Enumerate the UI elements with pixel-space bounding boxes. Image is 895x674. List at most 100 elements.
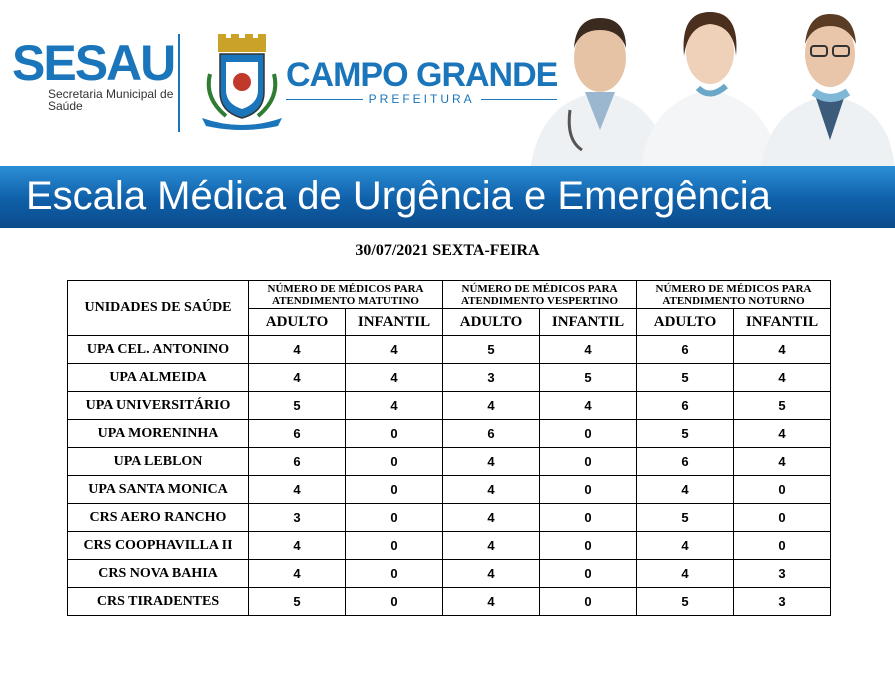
value-cell: 0: [538, 559, 638, 588]
value-cell: 0: [538, 447, 638, 476]
value-cell: 4: [248, 335, 346, 364]
subheader-cell: ADULTO: [442, 308, 540, 336]
unit-name-cell: UPA SANTA MONICA: [67, 475, 249, 504]
value-cell: 5: [442, 335, 540, 364]
value-cell: 4: [636, 475, 735, 504]
subheader-cell: ADULTO: [636, 308, 735, 336]
sesau-logo-subtitle: Secretaria Municipal de Saúde: [48, 87, 174, 113]
sesau-logo: SESAU Secretaria Municipal de Saúde: [12, 38, 188, 112]
value-cell: 4: [733, 419, 832, 448]
unit-name-cell: CRS COOPHAVILLA II: [67, 531, 249, 560]
value-cell: 0: [538, 475, 638, 504]
unit-name-cell: CRS AERO RANCHO: [67, 503, 249, 532]
value-cell: 5: [636, 419, 735, 448]
subheader-cell: INFANTIL: [538, 308, 638, 336]
value-cell: 3: [733, 559, 832, 588]
campo-grande-logo-word: CAMPO GRANDE: [286, 56, 558, 94]
value-cell: 0: [538, 587, 638, 616]
page-header: SESAU Secretaria Municipal de Saúde CAMP…: [0, 0, 895, 232]
banner-title: Escala Médica de Urgência e Emergência: [26, 174, 771, 218]
unit-name-cell: UPA ALMEIDA: [67, 363, 249, 392]
campo-grande-logo-subtitle: PREFEITURA: [368, 92, 475, 106]
value-cell: 6: [248, 419, 346, 448]
table-row: UPA MORENINHA 6 0 6 0 5 4: [67, 419, 832, 448]
value-cell: 6: [442, 419, 540, 448]
table-row: UPA ALMEIDA 4 4 3 5 5 4: [67, 363, 832, 392]
value-cell: 6: [636, 391, 735, 420]
logo-rule-left: [286, 98, 363, 100]
table-subheader-row: ADULTO INFANTIL ADULTO INFANTIL ADULTO I…: [68, 308, 832, 336]
value-cell: 0: [345, 475, 443, 504]
group-header-night: NÚMERO DE MÉDICOS PARA ATENDIMENTO NOTUR…: [636, 280, 832, 309]
units-column-header: UNIDADES DE SAÚDE: [67, 280, 249, 336]
value-cell: 0: [538, 503, 638, 532]
value-cell: 5: [636, 503, 735, 532]
value-cell: 0: [538, 531, 638, 560]
unit-name-cell: CRS TIRADENTES: [67, 587, 249, 616]
value-cell: 0: [345, 559, 443, 588]
value-cell: 4: [442, 475, 540, 504]
unit-name-cell: UPA MORENINHA: [67, 419, 249, 448]
value-cell: 4: [733, 447, 832, 476]
value-cell: 0: [733, 475, 832, 504]
value-cell: 5: [538, 363, 638, 392]
schedule-table: UNIDADES DE SAÚDE NÚMERO DE MÉDICOS PARA…: [67, 280, 832, 616]
table-row: CRS COOPHAVILLA II 4 0 4 0 4 0: [67, 531, 832, 560]
subheader-cell: INFANTIL: [733, 308, 832, 336]
value-cell: 5: [636, 363, 735, 392]
value-cell: 4: [538, 335, 638, 364]
value-cell: 4: [248, 531, 346, 560]
value-cell: 4: [345, 391, 443, 420]
unit-name-cell: UPA LEBLON: [67, 447, 249, 476]
schedule-date: 30/07/2021 SEXTA-FEIRA: [355, 242, 540, 259]
table-header-row: UNIDADES DE SAÚDE NÚMERO DE MÉDICOS PARA…: [67, 280, 832, 336]
group-header-afternoon: NÚMERO DE MÉDICOS PARA ATENDIMENTO VESPE…: [441, 280, 638, 309]
value-cell: 4: [345, 363, 443, 392]
value-cell: 4: [442, 531, 540, 560]
value-cell: 4: [636, 559, 735, 588]
value-cell: 4: [248, 475, 346, 504]
value-cell: 0: [733, 503, 832, 532]
subheader-cell: INFANTIL: [345, 308, 443, 336]
sesau-logo-word: SESAU: [12, 35, 176, 91]
value-cell: 3: [248, 503, 346, 532]
title-banner: Escala Médica de Urgência e Emergência: [0, 166, 895, 228]
doctor-3-figure: [760, 14, 895, 170]
value-cell: 0: [345, 503, 443, 532]
value-cell: 4: [442, 559, 540, 588]
value-cell: 3: [733, 587, 832, 616]
table-row: CRS TIRADENTES 5 0 4 0 5 3: [67, 587, 832, 616]
campo-grande-logo-subrow: PREFEITURA: [286, 92, 558, 106]
doctor-2-figure: [640, 12, 780, 170]
doctors-photo: [530, 12, 895, 170]
value-cell: 0: [345, 447, 443, 476]
value-cell: 3: [442, 363, 540, 392]
value-cell: 4: [442, 447, 540, 476]
doctor-1-figure: [530, 18, 670, 170]
city-coat-of-arms-icon: [202, 34, 282, 130]
value-cell: 4: [733, 363, 832, 392]
table-row: UPA UNIVERSITÁRIO 5 4 4 4 6 5: [67, 391, 832, 420]
value-cell: 0: [345, 419, 443, 448]
group-header-morning: NÚMERO DE MÉDICOS PARA ATENDIMENTO MATUT…: [248, 280, 443, 309]
value-cell: 6: [248, 447, 346, 476]
logo-rule-right: [480, 98, 558, 100]
value-cell: 5: [636, 587, 735, 616]
value-cell: 4: [248, 363, 346, 392]
value-cell: 5: [733, 391, 832, 420]
value-cell: 4: [442, 587, 540, 616]
value-cell: 4: [442, 391, 540, 420]
value-cell: 6: [636, 447, 735, 476]
value-cell: 4: [733, 335, 832, 364]
value-cell: 6: [636, 335, 735, 364]
table-row: UPA LEBLON 6 0 4 0 6 4: [67, 447, 832, 476]
table-row: CRS NOVA BAHIA 4 0 4 0 4 3: [67, 559, 832, 588]
value-cell: 4: [636, 531, 735, 560]
logo-divider: [178, 34, 180, 132]
unit-name-cell: UPA CEL. ANTONINO: [67, 335, 249, 364]
value-cell: 0: [538, 419, 638, 448]
value-cell: 5: [248, 391, 346, 420]
value-cell: 0: [345, 531, 443, 560]
value-cell: 0: [733, 531, 832, 560]
unit-name-cell: UPA UNIVERSITÁRIO: [67, 391, 249, 420]
